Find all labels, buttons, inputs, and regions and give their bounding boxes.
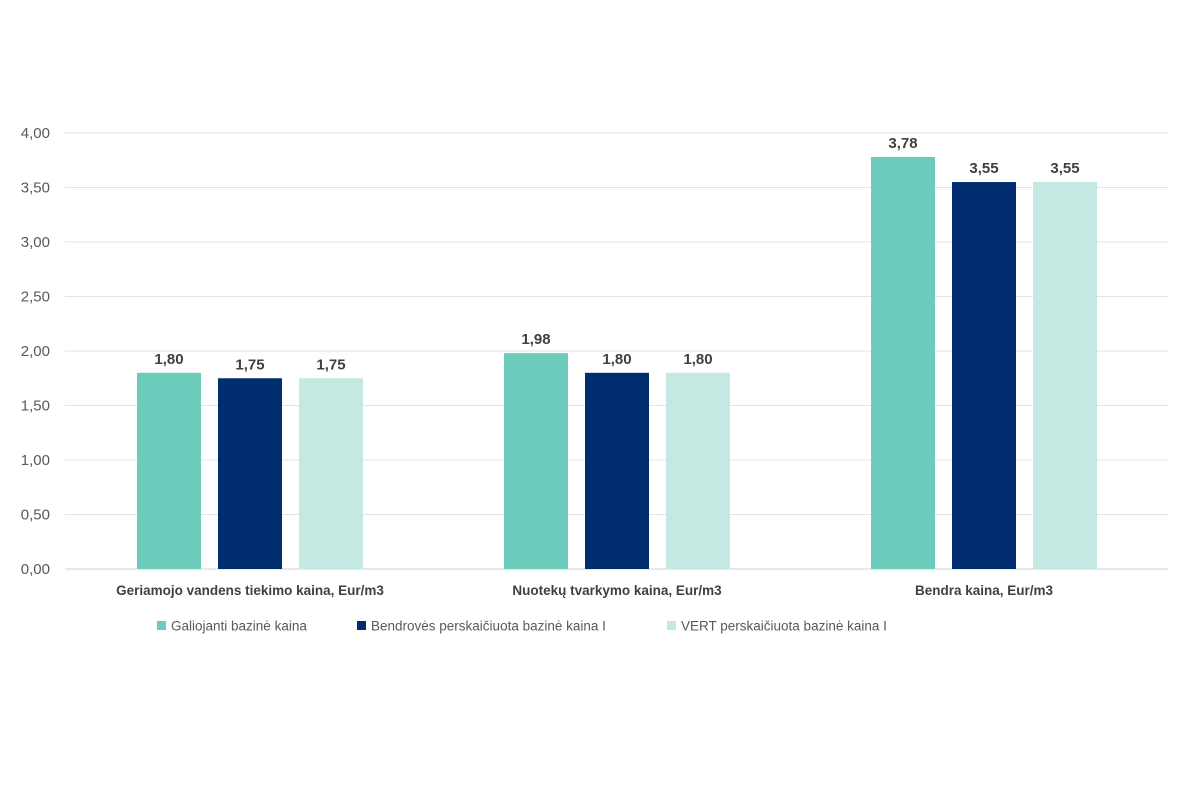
category-label: Bendra kaina, Eur/m3 bbox=[915, 583, 1054, 598]
y-tick-label: 1,00 bbox=[21, 452, 50, 469]
bar bbox=[218, 378, 282, 569]
data-label: 1,98 bbox=[521, 331, 550, 348]
data-label: 3,78 bbox=[888, 135, 917, 152]
bar bbox=[952, 182, 1016, 570]
y-tick-label: 3,00 bbox=[21, 234, 50, 251]
data-label: 1,75 bbox=[316, 356, 345, 373]
data-labels: 1,80 1,75 1,75 1,98 1,80 1,80 3,78 3,55 3,55 bbox=[154, 135, 1079, 373]
legend-swatch bbox=[157, 621, 166, 630]
y-tick-label: 0,00 bbox=[21, 561, 50, 578]
bar bbox=[585, 372, 649, 569]
y-tick-label: 0,50 bbox=[21, 507, 50, 524]
data-label: 1,80 bbox=[683, 351, 712, 368]
bar bbox=[1033, 182, 1097, 570]
bar bbox=[666, 372, 730, 569]
y-tick-label: 3,50 bbox=[21, 180, 50, 197]
y-tick-label: 2,50 bbox=[21, 289, 50, 306]
y-tick-label: 1,50 bbox=[21, 398, 50, 415]
y-tick-label: 2,00 bbox=[21, 343, 50, 360]
category-label: Nuotekų tvarkymo kaina, Eur/m3 bbox=[512, 583, 722, 598]
bar bbox=[137, 372, 201, 569]
x-axis-category-labels: Geriamojo vandens tiekimo kaina, Eur/m3 N… bbox=[116, 583, 1053, 598]
bar bbox=[504, 353, 568, 569]
legend-label: Galiojanti bazinė kaina bbox=[171, 619, 307, 634]
category-label: Geriamojo vandens tiekimo kaina, Eur/m3 bbox=[116, 583, 384, 598]
bar bbox=[871, 156, 935, 570]
legend-swatch bbox=[357, 621, 366, 630]
bar bbox=[299, 378, 363, 569]
bars bbox=[137, 156, 1097, 570]
legend-label: VERT perskaičiuota bazinė kaina I bbox=[681, 619, 887, 634]
legend: Galiojanti bazinė kaina Bendrovės perskai… bbox=[157, 619, 887, 634]
data-label: 3,55 bbox=[1050, 160, 1079, 177]
data-label: 1,75 bbox=[235, 356, 264, 373]
legend-label: Bendrovės perskaičiuota bazinė kaina I bbox=[371, 619, 606, 634]
legend-swatch bbox=[667, 621, 676, 630]
data-label: 3,55 bbox=[969, 160, 998, 177]
y-tick-label: 4,00 bbox=[21, 125, 50, 142]
y-axis-tick-labels: 0,00 0,50 1,00 1,50 2,00 2,50 3,00 3,50 4,00 bbox=[21, 125, 50, 578]
data-label: 1,80 bbox=[602, 351, 631, 368]
data-label: 1,80 bbox=[154, 351, 183, 368]
